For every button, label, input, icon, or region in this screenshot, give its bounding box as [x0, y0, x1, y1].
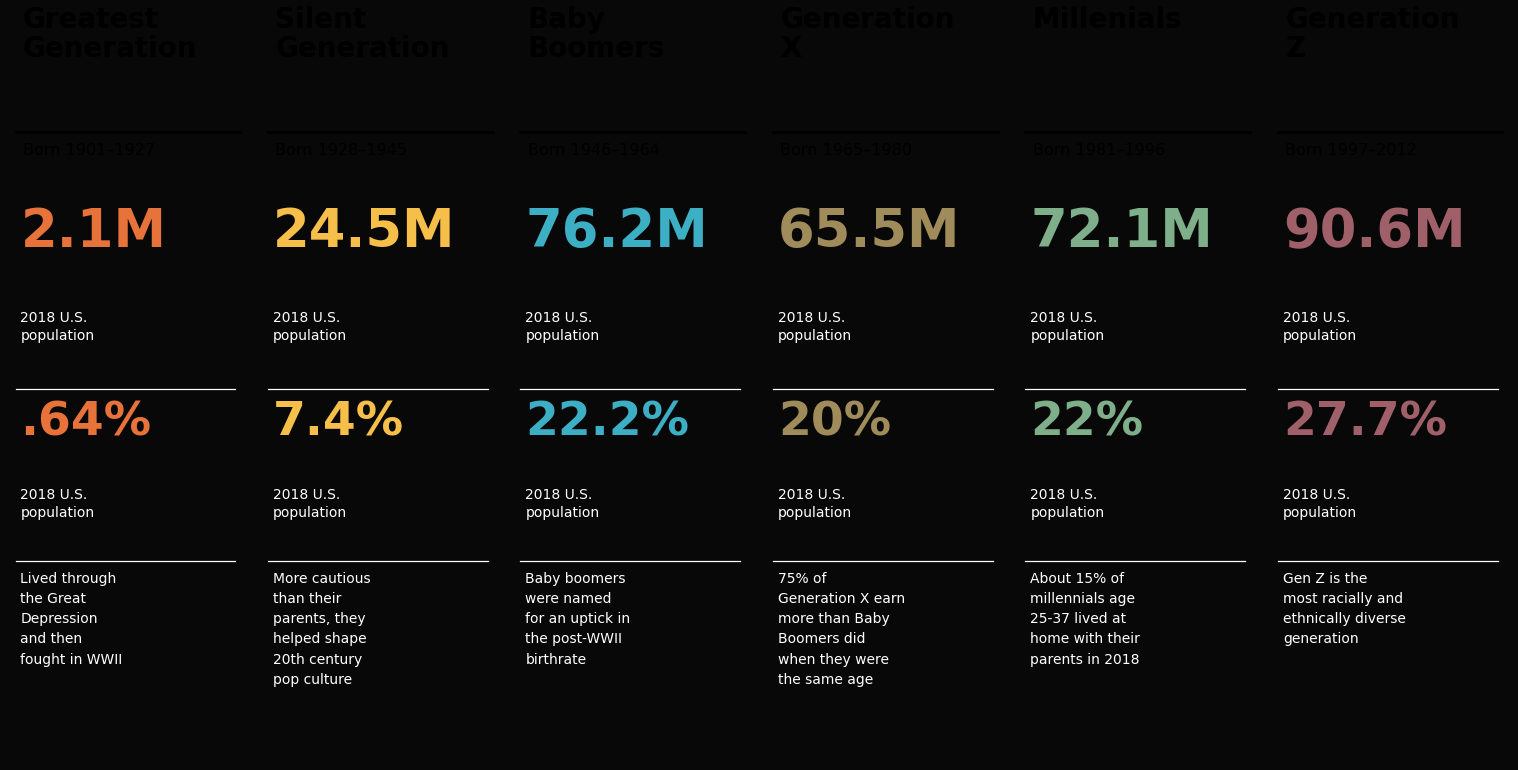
Text: 27.7%: 27.7%	[1283, 401, 1447, 446]
Text: 76.2M: 76.2M	[525, 206, 709, 258]
Text: 75% of
Generation X earn
more than Baby
Boomers did
when they were
the same age: 75% of Generation X earn more than Baby …	[779, 572, 905, 687]
Text: 2018 U.S.
population: 2018 U.S. population	[525, 311, 600, 343]
Text: 2018 U.S.
population: 2018 U.S. population	[1031, 488, 1105, 520]
Text: Born 1901–1927: Born 1901–1927	[23, 143, 155, 159]
Text: Born 1965–1980: Born 1965–1980	[780, 143, 912, 159]
Text: 2018 U.S.
population: 2018 U.S. population	[1283, 488, 1357, 520]
Text: 22%: 22%	[1031, 401, 1143, 446]
Text: 2018 U.S.
population: 2018 U.S. population	[1283, 311, 1357, 343]
Text: Born 1928–1945: Born 1928–1945	[275, 143, 407, 159]
Text: 2018 U.S.
population: 2018 U.S. population	[779, 311, 852, 343]
Text: Generation
Z: Generation Z	[1286, 5, 1460, 63]
Text: 2.1M: 2.1M	[21, 206, 167, 258]
Text: Born 1981–1996: Born 1981–1996	[1032, 143, 1166, 159]
Text: 2018 U.S.
population: 2018 U.S. population	[21, 311, 94, 343]
Text: 2018 U.S.
population: 2018 U.S. population	[273, 311, 348, 343]
Text: Born 1946–1964: Born 1946–1964	[528, 143, 660, 159]
Text: 2018 U.S.
population: 2018 U.S. population	[273, 488, 348, 520]
Text: 2018 U.S.
population: 2018 U.S. population	[525, 488, 600, 520]
Text: 22.2%: 22.2%	[525, 401, 689, 446]
Text: Greatest
Generation: Greatest Generation	[23, 5, 197, 63]
Text: Baby
Boomers: Baby Boomers	[528, 5, 665, 63]
Text: 7.4%: 7.4%	[273, 401, 404, 446]
Text: About 15% of
millennials age
25-37 lived at
home with their
parents in 2018: About 15% of millennials age 25-37 lived…	[1031, 572, 1140, 667]
Text: 90.6M: 90.6M	[1283, 206, 1465, 258]
Text: 2018 U.S.
population: 2018 U.S. population	[779, 488, 852, 520]
Text: Baby boomers
were named
for an uptick in
the post-WWII
birthrate: Baby boomers were named for an uptick in…	[525, 572, 630, 667]
Text: 2018 U.S.
population: 2018 U.S. population	[21, 488, 94, 520]
Text: Millenials: Millenials	[1032, 5, 1183, 34]
Text: 24.5M: 24.5M	[273, 206, 455, 258]
Text: 72.1M: 72.1M	[1031, 206, 1213, 258]
Text: Gen Z is the
most racially and
ethnically diverse
generation: Gen Z is the most racially and ethnicall…	[1283, 572, 1406, 647]
Text: Silent
Generation: Silent Generation	[275, 5, 449, 63]
Text: 20%: 20%	[779, 401, 891, 446]
Text: 65.5M: 65.5M	[779, 206, 961, 258]
Text: Lived through
the Great
Depression
and then
fought in WWII: Lived through the Great Depression and t…	[21, 572, 123, 667]
Text: 2018 U.S.
population: 2018 U.S. population	[1031, 311, 1105, 343]
Text: Born 1997–2012: Born 1997–2012	[1286, 143, 1418, 159]
Text: .64%: .64%	[21, 401, 152, 446]
Text: Generation
X: Generation X	[780, 5, 955, 63]
Text: More cautious
than their
parents, they
helped shape
20th century
pop culture: More cautious than their parents, they h…	[273, 572, 370, 687]
